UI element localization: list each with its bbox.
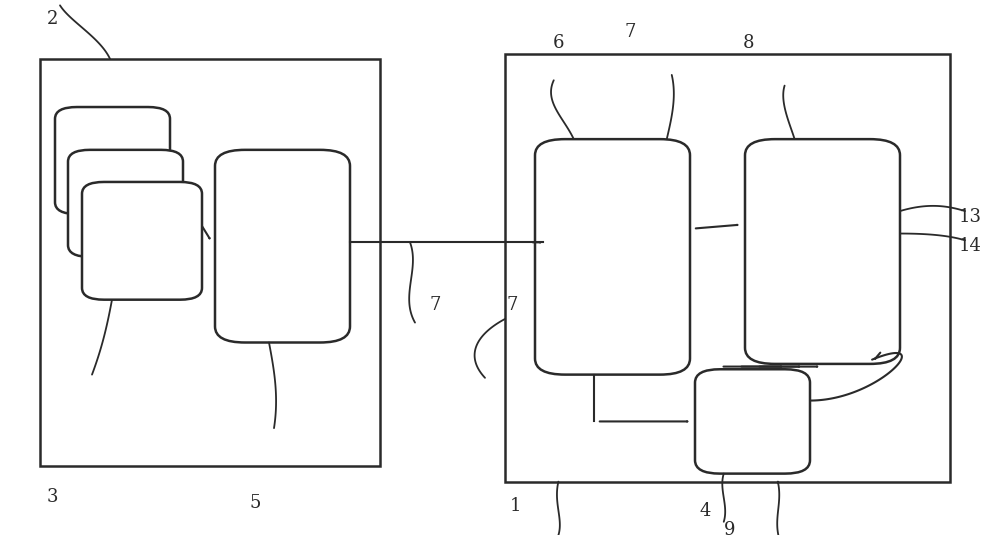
Text: 2: 2 — [46, 10, 58, 28]
Text: 1: 1 — [509, 497, 521, 515]
Text: 7: 7 — [429, 296, 441, 314]
Bar — [505, 53, 950, 482]
FancyBboxPatch shape — [68, 150, 183, 257]
FancyBboxPatch shape — [745, 139, 900, 364]
FancyBboxPatch shape — [535, 139, 690, 375]
Text: 9: 9 — [724, 521, 736, 539]
Text: 3: 3 — [46, 488, 58, 505]
Text: 7: 7 — [624, 23, 636, 41]
Bar — [40, 59, 380, 465]
Text: 13: 13 — [958, 208, 982, 226]
Text: 6: 6 — [552, 34, 564, 52]
Text: 4: 4 — [699, 502, 711, 520]
Text: 7: 7 — [506, 296, 518, 314]
FancyBboxPatch shape — [82, 182, 202, 300]
FancyBboxPatch shape — [55, 107, 170, 214]
FancyBboxPatch shape — [215, 150, 350, 342]
Text: 8: 8 — [742, 34, 754, 52]
Text: 5: 5 — [249, 494, 261, 512]
FancyBboxPatch shape — [695, 369, 810, 474]
Text: 14: 14 — [959, 237, 981, 255]
